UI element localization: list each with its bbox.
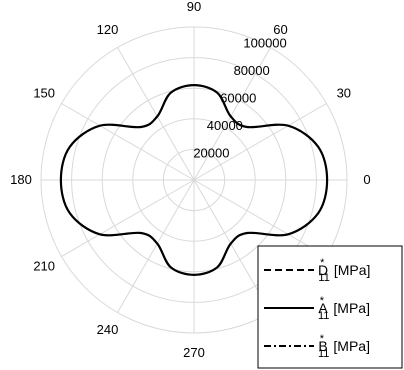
radial-tick-label-80000: 80000 [234, 63, 270, 78]
legend-label-D: D* 11 [MPa] [318, 257, 370, 284]
angular-tick-label-240: 240 [97, 322, 119, 337]
angular-tick-label-180: 180 [10, 172, 32, 187]
series-layer [59, 84, 329, 276]
angular-gridline-60 [193, 47, 271, 181]
angular-tick-label-30: 30 [337, 86, 351, 101]
angular-gridline-150 [61, 103, 195, 181]
angular-gridline-240 [117, 179, 195, 313]
angular-gridline-30 [193, 103, 327, 181]
series-line-A [59, 84, 329, 276]
radial-tick-label-40000: 40000 [207, 118, 243, 133]
tick-labels: 0 30 60 90 120 150 180 210 240 270 20000 40000 60000… [10, 0, 370, 360]
radial-tick-label-20000: 20000 [193, 145, 229, 160]
angular-gridline-210 [61, 179, 195, 257]
angular-tick-label-0: 0 [363, 172, 370, 187]
angular-tick-label-270: 270 [183, 345, 205, 360]
angular-gridline-120 [117, 47, 195, 181]
angular-tick-label-60: 60 [273, 22, 287, 37]
legend: D* 11 [MPa] A* 11 [MPa] B* 11 [MPa] [257, 245, 403, 369]
legend-label-B: B* 11 [MPa] [318, 333, 370, 360]
angular-gridline-330 [193, 179, 327, 257]
radial-tick-label-60000: 60000 [220, 90, 256, 105]
angular-tick-label-120: 120 [97, 22, 119, 37]
angular-tick-label-150: 150 [33, 86, 55, 101]
angular-tick-label-90: 90 [187, 0, 201, 14]
radial-tick-label-100000: 100000 [243, 35, 286, 50]
legend-label-A: A* 11 [MPa] [318, 295, 370, 322]
angular-tick-label-210: 210 [33, 259, 55, 274]
